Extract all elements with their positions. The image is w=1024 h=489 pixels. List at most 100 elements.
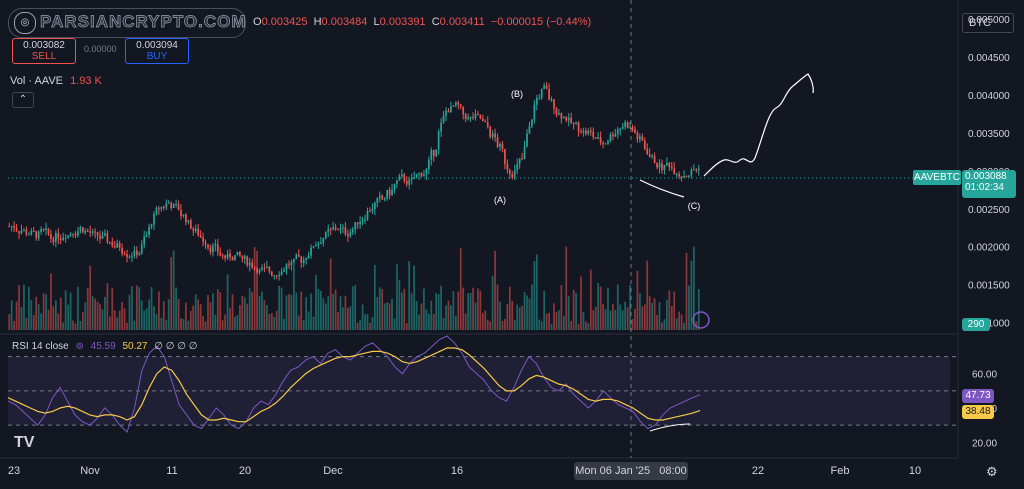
volume-bar (212, 293, 214, 330)
candle-body (516, 164, 519, 171)
candle-body (194, 228, 197, 231)
volume-bar (69, 292, 72, 330)
volume-bar (459, 248, 462, 330)
volume-bar (680, 314, 683, 330)
candle-body (435, 149, 438, 157)
collapse-button[interactable]: ⌃ (12, 92, 34, 108)
volume-bar (391, 298, 393, 330)
candle-body (626, 122, 629, 128)
volume-bar (84, 302, 87, 330)
candle-body (202, 237, 204, 243)
candle-body (310, 247, 312, 256)
volume-bar (207, 295, 209, 330)
candle-body (604, 143, 607, 145)
candle-body (653, 155, 656, 163)
candle-body (643, 140, 646, 149)
price-axis-tick: 0.002000 (968, 243, 1010, 254)
candle-body (199, 235, 202, 238)
volume-bar (216, 289, 219, 330)
volume-bar (229, 308, 231, 330)
buy-price: 0.003094 (136, 40, 178, 51)
volume-bar (172, 250, 175, 330)
candle-body (506, 163, 509, 170)
volume-bar (580, 276, 582, 330)
volume-bar (192, 305, 195, 330)
sell-price: 0.003082 (23, 40, 65, 51)
rsi-settings-icon[interactable]: ⊚ (75, 341, 84, 352)
price-tag: 0.003088 01:02:34 (962, 170, 1016, 198)
candle-body (293, 259, 295, 263)
candle-body (297, 254, 300, 257)
candle-body (594, 137, 597, 139)
volume-bar (523, 291, 526, 330)
candle-body (101, 235, 104, 239)
volume-bar (624, 301, 627, 330)
candle-body (64, 237, 67, 239)
candle-body (535, 98, 538, 105)
ohlc-close: 0.003411 (439, 16, 485, 28)
volume-bar (143, 310, 146, 330)
volume-bar (91, 295, 94, 330)
volume-bar (344, 295, 347, 330)
candle-body (369, 210, 371, 212)
volume-bar (67, 304, 69, 330)
candle-body (609, 134, 612, 142)
candle-body (290, 262, 293, 266)
sell-button[interactable]: 0.003082 SELL (12, 38, 76, 64)
candle-body (253, 267, 256, 269)
price-axis-tick: 0.002500 (968, 205, 1010, 216)
volume-bar (673, 291, 676, 330)
volume-bar (52, 306, 55, 330)
volume-bar (693, 246, 695, 330)
volume-bar (204, 321, 207, 330)
currency-button[interactable]: BTC (962, 13, 1014, 33)
volume-bar (285, 295, 288, 330)
volume-bar (486, 319, 489, 330)
candle-body (531, 119, 533, 127)
candle-body (295, 254, 298, 260)
price-axis-tick: 0.004000 (968, 91, 1010, 102)
candle-body (607, 141, 609, 144)
candle-body (167, 202, 170, 204)
volume-bar (170, 257, 173, 330)
volume-bar (555, 312, 558, 330)
volume-bar (501, 320, 504, 330)
volume-bar (364, 314, 366, 330)
candle-body (212, 245, 214, 253)
candle-body (526, 133, 528, 147)
candle-body (337, 228, 339, 230)
price-axis-tick: 0.003500 (968, 129, 1010, 140)
candle-body (437, 131, 440, 150)
volume-bar (432, 314, 435, 330)
candle-body (263, 267, 266, 269)
axis-settings-icon[interactable]: ⚙ (986, 464, 998, 479)
volume-bar (209, 302, 212, 330)
volume-bar (474, 302, 477, 330)
time-axis-tick: 23 (8, 465, 20, 477)
candle-body (94, 231, 96, 233)
candle-body (472, 117, 474, 119)
candle-body (329, 229, 332, 231)
volume-bar (131, 286, 133, 330)
candle-body (697, 168, 700, 171)
candle-body (322, 238, 325, 243)
volume-bar (356, 323, 359, 330)
candle-body (575, 122, 577, 124)
volume-bar (535, 254, 538, 330)
buy-button[interactable]: 0.003094 BUY (125, 38, 189, 64)
volume-bar (484, 310, 487, 330)
candle-body (59, 238, 62, 240)
volume-bar (116, 317, 119, 330)
candle-body (477, 113, 479, 115)
candle-body (160, 206, 163, 209)
volume-bar (45, 294, 47, 330)
candle-body (391, 189, 393, 196)
candle-body (656, 162, 658, 168)
volume-bar (104, 296, 106, 330)
candle-body (189, 220, 192, 229)
candle-body (666, 162, 668, 166)
candle-body (639, 136, 641, 140)
volume-bar (543, 290, 546, 330)
volume-bar (567, 296, 570, 330)
